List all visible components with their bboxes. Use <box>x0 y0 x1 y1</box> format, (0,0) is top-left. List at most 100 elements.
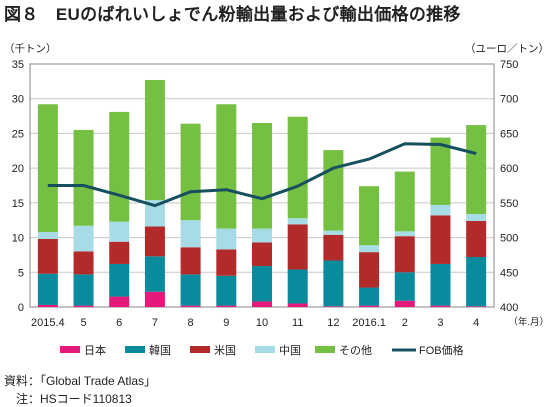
bar-segment <box>109 221 130 242</box>
bar-segment <box>359 287 380 306</box>
bar-segment <box>144 291 165 307</box>
bar-segment <box>144 200 165 227</box>
bar-segment <box>323 230 344 235</box>
bar-segment <box>430 215 451 264</box>
y-left-tick-label: 0 <box>18 302 24 314</box>
bar-segment <box>37 104 58 233</box>
bar-segment <box>323 306 344 307</box>
y-right-tick-label: 450 <box>500 267 518 279</box>
bar-segment <box>109 296 130 307</box>
legend-label: 韓国 <box>149 344 171 357</box>
bar-segment <box>252 266 272 302</box>
bar-segment <box>109 263 130 297</box>
y-right-unit: （ユーロ／トン） <box>465 43 549 55</box>
y-right-tick-label: 550 <box>500 198 518 210</box>
bar-segment <box>359 245 380 253</box>
y-right-tick-label: 650 <box>500 128 518 140</box>
bar-segment <box>252 242 272 267</box>
bar-segment <box>287 269 308 304</box>
x-tick-label: 4 <box>473 317 479 329</box>
x-tick-label: 11 <box>292 317 303 329</box>
y-left-tick-label: 15 <box>12 198 24 210</box>
bar-segment <box>73 251 94 275</box>
bar-segment <box>359 252 380 288</box>
x-tick-label: 9 <box>223 317 229 329</box>
x-tick-label: 5 <box>80 317 86 329</box>
bar-segment <box>323 260 344 307</box>
bar-segment <box>359 305 380 307</box>
bar-segment <box>466 213 487 221</box>
bar-segment <box>37 273 58 305</box>
y-right-tick-label: 750 <box>500 59 518 71</box>
bar-segment <box>323 234 344 261</box>
x-unit: （年.月） <box>508 316 549 328</box>
x-tick-label: 2015.4 <box>31 317 65 329</box>
bar-segment <box>73 225 94 252</box>
x-tick-label: 3 <box>437 317 443 329</box>
legend-label: 米国 <box>214 344 236 357</box>
y-right-tick-label: 700 <box>500 94 518 106</box>
bar-segment <box>252 123 272 229</box>
y-right-tick-label: 600 <box>500 163 518 175</box>
bar-segment <box>394 236 415 273</box>
y-left-tick-label: 20 <box>12 163 24 175</box>
bar-segment <box>180 305 201 307</box>
bar-segment <box>430 137 451 205</box>
x-tick-label: 2 <box>402 317 408 329</box>
chart-title: 図８ EUのばれいしょでん粉輸出量および輸出価格の推移 <box>4 5 461 24</box>
fob-price-line <box>47 142 477 208</box>
legend-label: その他 <box>339 344 372 357</box>
bar-segment <box>216 249 237 276</box>
bar-segment <box>466 220 487 258</box>
bar-segment <box>466 125 487 214</box>
bar-segment <box>323 150 344 231</box>
bar-segment <box>37 238 58 274</box>
bar-segment <box>466 306 487 307</box>
y-right-tick-label: 500 <box>500 233 518 245</box>
bar-segment <box>394 231 415 237</box>
legend-swatch <box>125 346 145 353</box>
y-left-tick-label: 10 <box>12 233 24 245</box>
bar-segment <box>180 123 201 221</box>
x-tick-label: 6 <box>116 317 122 329</box>
legend-swatch <box>255 346 275 353</box>
legend-swatch <box>315 346 335 353</box>
y-left-tick-label: 5 <box>18 267 24 279</box>
x-tick-label: 10 <box>256 317 268 329</box>
x-tick-label: 2016.1 <box>352 317 386 329</box>
bar-segment <box>144 256 165 292</box>
legend-swatch <box>190 346 210 353</box>
bar-segment <box>109 241 130 264</box>
x-tick-label: 7 <box>152 317 158 329</box>
bar-segment <box>109 111 130 222</box>
bar-segment <box>216 275 237 306</box>
bar-segment <box>359 186 380 246</box>
bar-segment <box>394 272 415 301</box>
bar-segment <box>430 204 451 216</box>
bar-segment <box>252 301 272 307</box>
y-left-tick-label: 30 <box>12 94 24 106</box>
bar-segment <box>73 129 94 226</box>
bar-segment <box>216 228 237 250</box>
x-tick-label: 12 <box>327 317 339 329</box>
bar-segment <box>394 300 415 307</box>
bar-segment <box>430 263 451 306</box>
bar-segment <box>144 226 165 257</box>
bar-segment <box>180 220 201 248</box>
bar-segment <box>466 257 487 307</box>
bar-segment <box>144 79 165 201</box>
source-note: 資料：「Global Trade Atlas」 <box>4 374 157 388</box>
bar-segment <box>287 303 308 307</box>
bar-segment <box>37 232 58 239</box>
bar-segment <box>394 171 415 232</box>
bar-segment <box>287 224 308 270</box>
bar-segment <box>252 228 272 243</box>
bar-segment <box>180 247 201 275</box>
bar-segment <box>287 218 308 225</box>
y-left-tick-label: 35 <box>12 59 24 71</box>
bar-segment <box>73 274 94 306</box>
code-note: 注：HSコード110813 <box>16 392 132 406</box>
y-right-tick-label: 400 <box>500 302 518 314</box>
x-tick-label: 8 <box>188 317 194 329</box>
